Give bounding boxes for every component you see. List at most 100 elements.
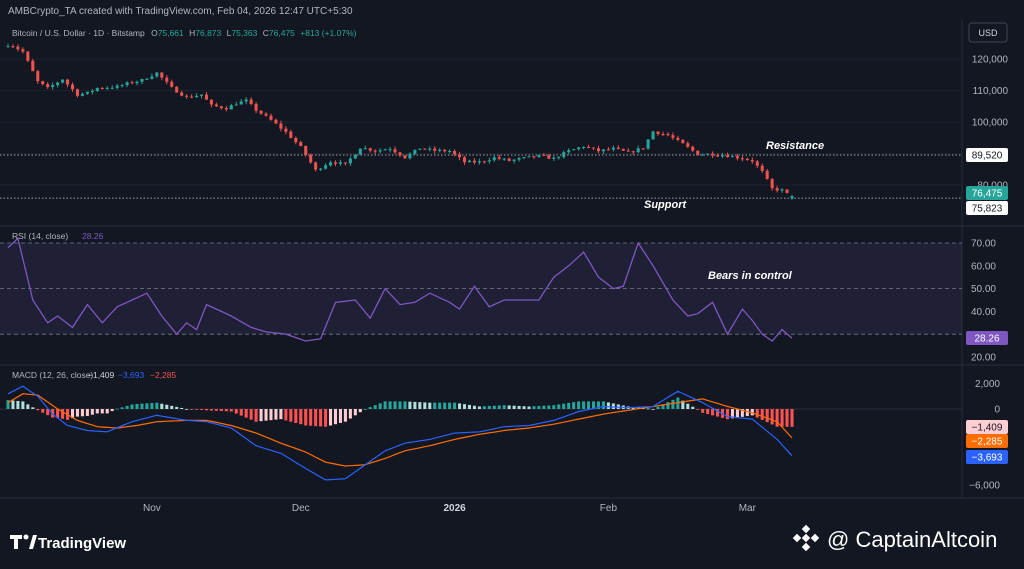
candle-body	[100, 87, 104, 89]
rsi-badge: 28.26	[966, 331, 1008, 345]
macd-histogram-bar	[572, 402, 576, 409]
candle	[85, 91, 89, 95]
macd-histogram-badge-text: −1,409	[972, 423, 1003, 434]
candle-body	[90, 90, 94, 92]
candle-body	[765, 170, 769, 179]
candle-body	[428, 148, 432, 150]
candle-body	[502, 158, 506, 160]
macd-histogram-bar	[735, 409, 739, 418]
candle-body	[701, 154, 705, 156]
macd-line-legend: −3,693	[118, 370, 145, 380]
candle-body	[716, 155, 720, 157]
macd-histogram-bar	[383, 401, 387, 409]
macd-histogram-bar	[358, 409, 362, 413]
resistance-annotation: Resistance	[766, 140, 824, 152]
macd-histogram-bar	[517, 405, 521, 409]
candle	[502, 157, 506, 161]
candle-body	[537, 154, 541, 158]
rsi-tick-label: 70.00	[971, 239, 996, 250]
candle	[557, 156, 561, 160]
tradingview-logo-text: TradingView	[38, 535, 126, 552]
candle	[333, 160, 338, 167]
macd-histogram-bar	[90, 409, 94, 415]
svg-text:Bitcoin / U.S. Dollar · 1D · B: Bitcoin / U.S. Dollar · 1D · Bitstamp O7…	[12, 28, 357, 38]
candle-body	[542, 154, 546, 156]
candle-body	[80, 93, 84, 96]
candle	[299, 140, 303, 147]
candle-body	[185, 95, 189, 97]
candle	[95, 87, 99, 93]
candle	[542, 152, 546, 157]
candle-body	[621, 148, 625, 151]
candle-body	[165, 77, 169, 82]
macd-histogram-bar	[209, 409, 213, 411]
candle	[631, 150, 635, 155]
candle-body	[785, 189, 789, 193]
candle-body	[572, 149, 576, 151]
candle	[656, 131, 660, 136]
macd-histogram-bar	[324, 409, 328, 427]
candle	[497, 154, 501, 161]
candle-body	[41, 81, 45, 85]
macd-histogram-bar	[467, 404, 471, 409]
candle-body	[46, 84, 50, 88]
rsi-tick-label: 50.00	[971, 284, 996, 295]
macd-histogram-bar	[16, 400, 20, 409]
candle-body	[309, 155, 313, 163]
candle-body	[646, 139, 650, 149]
last-price-badge-bg	[966, 186, 1008, 200]
macd-histogram-bar	[740, 409, 744, 417]
candle	[180, 90, 184, 97]
candle-body	[725, 155, 730, 158]
macd-title: MACD (12, 26, close)	[12, 370, 93, 380]
candle-body	[289, 131, 293, 138]
macd-histogram-bar	[611, 403, 615, 409]
candle	[433, 146, 437, 154]
candle-body	[175, 86, 179, 93]
currency-button[interactable]: USD	[968, 22, 1008, 43]
candle-body	[562, 152, 566, 158]
candle	[165, 75, 169, 85]
macd-histogram-bar	[606, 402, 610, 409]
support-price-badge: 75,823	[966, 201, 1008, 215]
macd-histogram-bar	[274, 409, 278, 420]
macd-histogram-bar	[502, 405, 506, 409]
candle	[750, 157, 754, 164]
macd-histogram-bar	[269, 409, 273, 421]
candle	[403, 155, 407, 159]
candle-body	[596, 148, 601, 152]
candle	[716, 153, 720, 157]
candle	[472, 158, 476, 165]
candle	[195, 93, 199, 98]
macd-histogram-bar	[790, 409, 794, 427]
candle	[517, 157, 521, 162]
candle-body	[497, 157, 501, 159]
macd-histogram-bar	[333, 409, 338, 425]
rsi-value-label: 28.26	[82, 231, 104, 241]
candle	[388, 146, 392, 153]
candle-body	[577, 147, 581, 150]
candle	[413, 149, 417, 155]
candle	[745, 157, 749, 161]
candle-body	[329, 162, 333, 166]
candle	[477, 158, 481, 165]
macd-histogram-bar	[299, 409, 303, 425]
candle	[373, 149, 377, 155]
candle-body	[527, 156, 531, 158]
macd-histogram-bar	[378, 403, 382, 409]
candle-body	[368, 148, 372, 151]
macd-histogram-bar	[6, 400, 10, 409]
candle-body	[378, 150, 382, 152]
candle	[279, 120, 283, 132]
macd-histogram-bar	[780, 409, 784, 427]
candle-body	[284, 128, 288, 132]
candle-body	[775, 188, 779, 191]
candle-body	[31, 60, 35, 72]
candle-body	[512, 159, 516, 161]
support-price-badge-text: 75,823	[972, 204, 1003, 215]
candle	[204, 92, 209, 100]
macd-line-badge-bg	[966, 450, 1008, 464]
macd-histogram-bar	[507, 405, 511, 409]
candle	[765, 168, 769, 180]
macd-histogram-bar	[582, 401, 586, 409]
